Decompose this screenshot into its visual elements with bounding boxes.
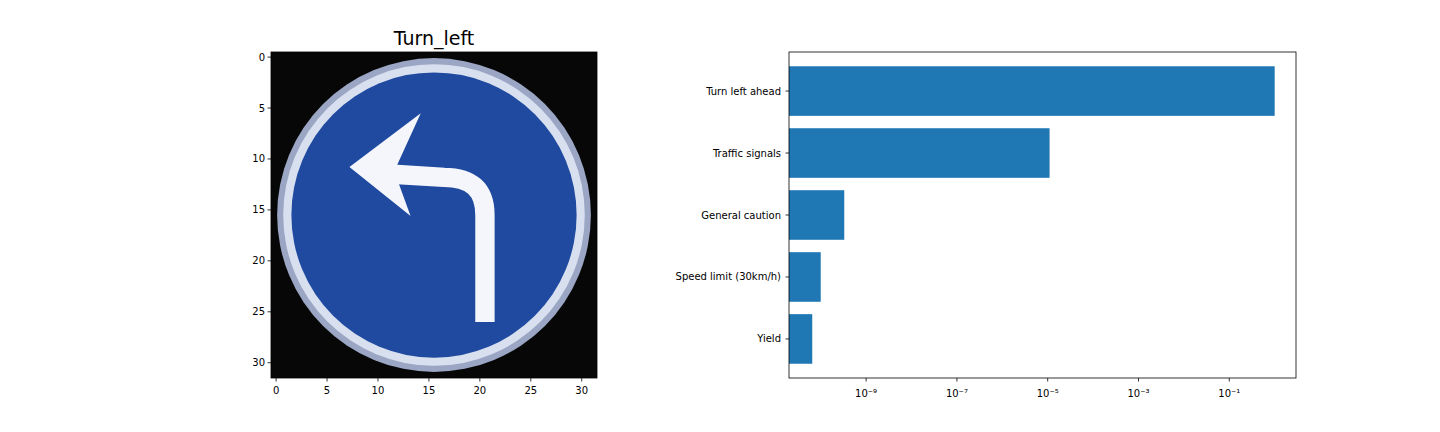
- x-tick: [866, 378, 867, 382]
- x-tick-label: 10⁻¹: [1218, 388, 1240, 399]
- x-tick: [327, 378, 328, 382]
- arrow-head: [349, 113, 420, 216]
- category-label: Traffic signals: [712, 148, 781, 159]
- x-tick: [1047, 378, 1048, 382]
- y-tick: [786, 276, 790, 277]
- bar: [789, 66, 1275, 116]
- y-tick-label: 5: [259, 103, 265, 114]
- x-tick-label: 30: [575, 385, 588, 396]
- x-tick-label: 15: [423, 385, 436, 396]
- y-tick-label: 10: [252, 153, 265, 164]
- y-tick: [268, 158, 272, 159]
- axes-frame: [789, 52, 1296, 378]
- sign-ring: [283, 64, 585, 366]
- category-label: Turn left ahead: [705, 86, 781, 97]
- y-tick: [268, 311, 272, 312]
- category-label: General caution: [701, 210, 781, 221]
- y-tick: [786, 215, 790, 216]
- x-tick-label: 20: [473, 385, 486, 396]
- y-tick: [786, 338, 790, 339]
- image-bg: [271, 52, 597, 378]
- bar-axes: 10⁻⁹ 10⁻⁷ 10⁻⁵ 10⁻³ 10⁻¹ Turn left ahead Traff…: [676, 52, 1296, 399]
- x-tick-label: 0: [273, 385, 279, 396]
- title: Turn_left: [393, 27, 475, 50]
- x-tick: [428, 378, 429, 382]
- bar: [789, 252, 821, 302]
- sign-face: [291, 72, 576, 357]
- sign-rim: [277, 58, 591, 372]
- bar: [789, 128, 1050, 178]
- y-tick: [268, 57, 272, 58]
- y-tick: [268, 209, 272, 210]
- bar: [789, 190, 844, 240]
- x-tick-label: 5: [324, 385, 330, 396]
- category-label: Yield: [756, 333, 781, 344]
- axes-frame: [271, 52, 597, 378]
- background: [0, 0, 1440, 432]
- y-tick-label: 25: [252, 306, 265, 317]
- x-tick: [1229, 378, 1230, 382]
- y-tick-label: 30: [252, 357, 265, 368]
- x-tick-label: 10⁻⁷: [946, 388, 968, 399]
- arrow-shaft: [393, 174, 485, 322]
- x-tick-label: 10⁻⁹: [855, 388, 877, 399]
- figure: 051015202530051015202530Turn_left10⁻⁹10⁻…: [0, 0, 1440, 432]
- y-tick: [786, 91, 790, 92]
- y-tick-label: 15: [252, 204, 265, 215]
- x-tick: [276, 378, 277, 382]
- x-tick-label: 10: [372, 385, 385, 396]
- y-tick: [268, 260, 272, 261]
- image-axes: 0 5 10 15 20 25 30 0 5 10 15 20 25 30 Turn_left: [252, 27, 597, 396]
- y-tick-label: 20: [252, 255, 265, 266]
- y-tick-label: 0: [259, 52, 265, 63]
- y-tick: [268, 362, 272, 363]
- x-tick: [377, 378, 378, 382]
- y-tick: [268, 108, 272, 109]
- bar: [789, 314, 812, 364]
- x-tick: [581, 378, 582, 382]
- sign-image: [271, 52, 597, 378]
- y-tick: [786, 153, 790, 154]
- x-tick-label: 10⁻⁵: [1037, 388, 1059, 399]
- x-tick: [530, 378, 531, 382]
- category-label: Speed limit (30km/h): [676, 271, 782, 282]
- x-tick: [1138, 378, 1139, 382]
- x-tick: [956, 378, 957, 382]
- bars: [789, 66, 1275, 363]
- x-tick-label: 10⁻³: [1127, 388, 1149, 399]
- x-tick: [479, 378, 480, 382]
- x-tick-label: 25: [524, 385, 537, 396]
